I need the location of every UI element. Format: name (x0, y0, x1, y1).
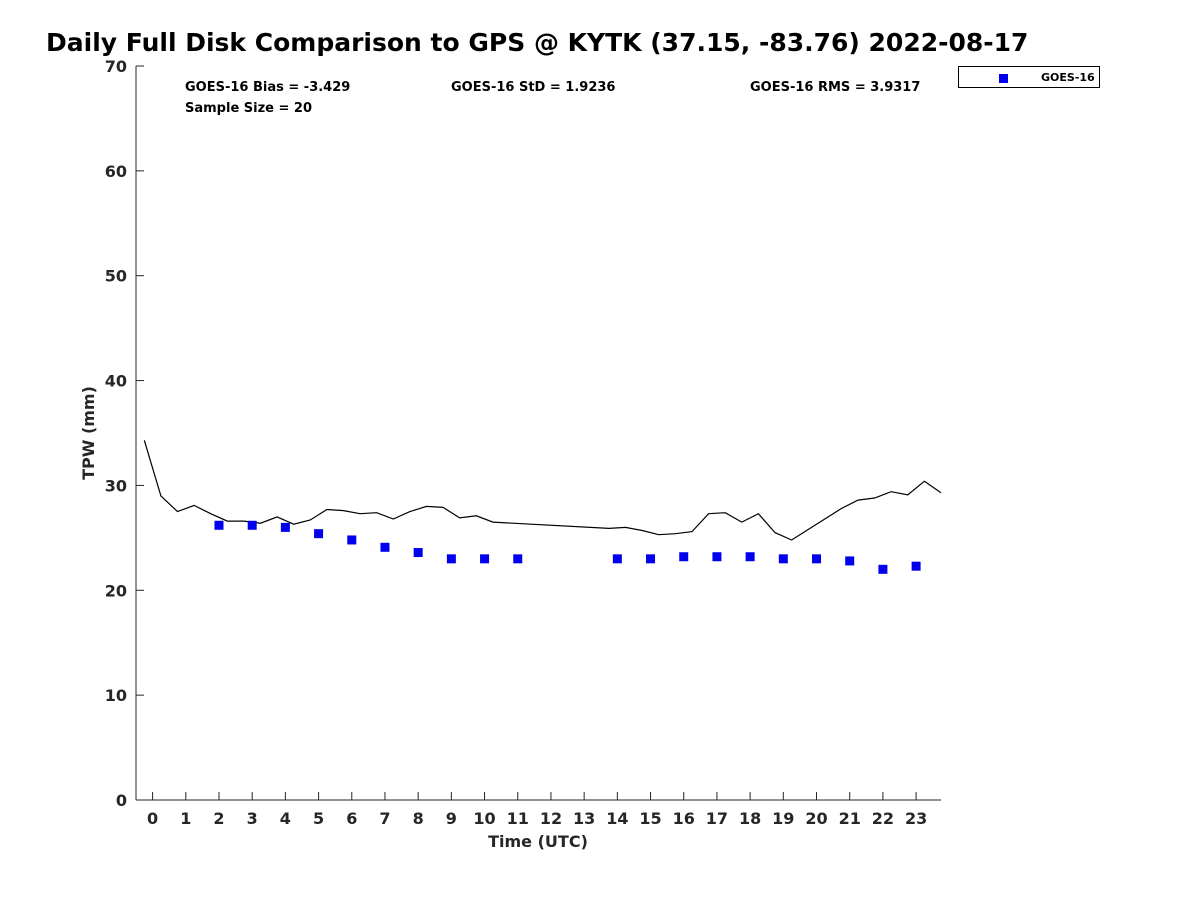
x-tick-label: 22 (872, 809, 894, 828)
goes16-data-point (413, 548, 423, 558)
goes16-data-point (745, 552, 755, 562)
y-axis-label: TPW (mm) (79, 386, 98, 480)
x-tick-label: 10 (473, 809, 495, 828)
goes16-data-point (247, 520, 257, 530)
x-tick-label: 8 (413, 809, 424, 828)
std-stat: GOES-16 StD = 1.9236 (451, 80, 616, 95)
y-tick-label: 20 (105, 581, 127, 600)
x-tick-label: 7 (379, 809, 390, 828)
goes16-data-point (845, 556, 855, 566)
goes16-data-point (646, 554, 656, 564)
goes16-data-point (612, 554, 622, 564)
goes16-data-point (480, 554, 490, 564)
x-tick-label: 21 (839, 809, 861, 828)
goes16-data-point (513, 554, 523, 564)
y-tick-label: 0 (116, 791, 127, 810)
y-tick-label: 50 (105, 267, 127, 286)
x-tick-label: 2 (213, 809, 224, 828)
x-tick-label: 19 (772, 809, 794, 828)
sample-size-stat: Sample Size = 20 (185, 101, 313, 116)
legend: GOES-16 (958, 66, 1100, 88)
y-tick-label: 60 (105, 162, 127, 181)
x-tick-label: 13 (573, 809, 595, 828)
goes16-data-point (911, 561, 921, 571)
x-tick-label: 15 (639, 809, 661, 828)
axes (135, 66, 941, 801)
gps-line-layer (143, 440, 942, 541)
x-tick-label: 0 (147, 809, 158, 828)
y-tick-label: 10 (105, 686, 127, 705)
goes16-data-point (446, 554, 456, 564)
y-tick-label: 40 (105, 372, 127, 391)
goes16-data-point (679, 552, 689, 562)
goes16-data-point (380, 542, 390, 552)
goes16-data-point (314, 529, 324, 539)
legend-label-goes16: GOES-16 (1041, 71, 1095, 84)
x-tick-label: 17 (706, 809, 728, 828)
x-tick-label: 23 (905, 809, 927, 828)
x-tick-label: 6 (346, 809, 357, 828)
x-tick-label: 18 (739, 809, 761, 828)
x-tick-label: 20 (805, 809, 827, 828)
gps-series-line (143, 440, 942, 541)
y-tick-label: 70 (105, 57, 127, 76)
goes16-data-point (778, 554, 788, 564)
x-tick-label: 16 (673, 809, 695, 828)
chart-title: Daily Full Disk Comparison to GPS @ KYTK… (46, 28, 1029, 57)
goes16-data-point (214, 520, 224, 530)
bias-stat: GOES-16 Bias = -3.429 (185, 80, 351, 95)
x-tick-label: 5 (313, 809, 324, 828)
goes16-data-point (812, 554, 822, 564)
x-tick-label: 4 (280, 809, 291, 828)
rms-stat: GOES-16 RMS = 3.9317 (750, 80, 921, 95)
goes16-data-point (347, 535, 357, 545)
x-tick-label: 14 (606, 809, 628, 828)
x-tick-label: 3 (247, 809, 258, 828)
x-tick-label: 1 (180, 809, 191, 828)
legend-marker-goes16 (999, 74, 1008, 83)
x-axis-label: Time (UTC) (488, 832, 588, 851)
goes16-data-point (280, 522, 290, 532)
goes16-marker-layer (214, 520, 921, 574)
x-tick-label: 9 (446, 809, 457, 828)
x-tick-label: 12 (540, 809, 562, 828)
y-tick-label: 30 (105, 476, 127, 495)
goes16-data-point (712, 552, 722, 562)
x-tick-label: 11 (507, 809, 529, 828)
goes16-data-point (878, 564, 888, 574)
